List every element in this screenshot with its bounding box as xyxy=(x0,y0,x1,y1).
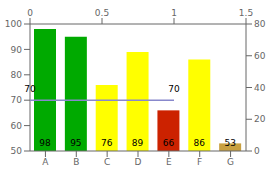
svg-text:1.5: 1.5 xyxy=(239,8,253,18)
svg-text:50: 50 xyxy=(11,146,23,156)
svg-text:40: 40 xyxy=(254,83,266,93)
svg-text:E: E xyxy=(166,157,172,167)
svg-text:76: 76 xyxy=(101,138,113,148)
svg-text:A: A xyxy=(42,157,49,167)
svg-text:C: C xyxy=(104,157,110,167)
svg-text:80: 80 xyxy=(254,19,266,29)
svg-text:100: 100 xyxy=(8,19,22,29)
svg-text:70: 70 xyxy=(24,84,36,94)
svg-text:89: 89 xyxy=(132,138,144,148)
svg-text:D: D xyxy=(135,157,142,167)
svg-text:53: 53 xyxy=(224,138,235,148)
svg-text:20: 20 xyxy=(254,114,266,124)
svg-text:0: 0 xyxy=(254,146,260,156)
svg-text:98: 98 xyxy=(39,138,51,148)
svg-text:B: B xyxy=(73,157,79,167)
svg-text:86: 86 xyxy=(194,138,206,148)
svg-text:95: 95 xyxy=(70,138,81,148)
svg-text:70: 70 xyxy=(168,84,180,94)
svg-text:0: 0 xyxy=(27,8,33,18)
svg-text:G: G xyxy=(227,157,234,167)
svg-text:66: 66 xyxy=(163,138,175,148)
svg-text:0.5: 0.5 xyxy=(95,8,109,18)
svg-text:80: 80 xyxy=(11,70,23,80)
svg-text:90: 90 xyxy=(11,45,23,55)
svg-text:F: F xyxy=(197,157,202,167)
svg-text:1: 1 xyxy=(171,8,177,18)
svg-text:70: 70 xyxy=(11,95,23,105)
svg-text:60: 60 xyxy=(11,121,23,131)
svg-text:60: 60 xyxy=(254,51,266,61)
